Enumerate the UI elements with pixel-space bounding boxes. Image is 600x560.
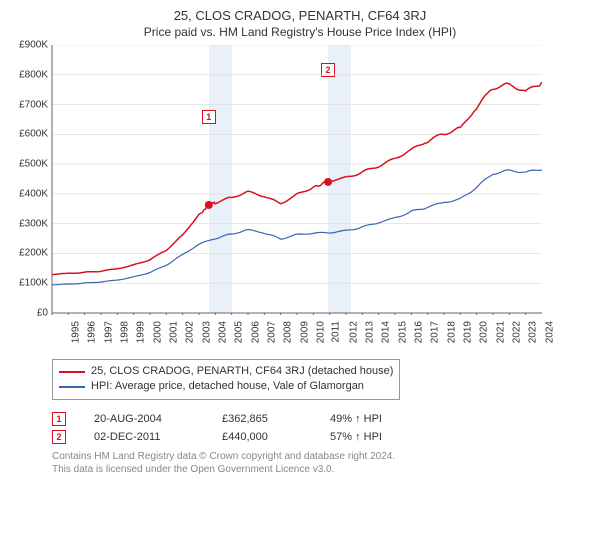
x-tick-label: 2016: [413, 321, 424, 343]
transaction-marker: 2: [52, 430, 66, 444]
transaction-marker: 1: [52, 412, 66, 426]
x-tick-label: 2008: [283, 321, 294, 343]
x-tick-label: 2014: [381, 321, 392, 343]
x-tick-label: 2000: [152, 321, 163, 343]
x-tick-label: 2022: [511, 321, 522, 343]
footer-line-1: Contains HM Land Registry data © Crown c…: [52, 450, 592, 463]
transaction-row: 1 20-AUG-2004 £362,865 49% ↑ HPI: [52, 412, 592, 426]
marker-dot: [205, 201, 213, 209]
transaction-table: 1 20-AUG-2004 £362,865 49% ↑ HPI 2 02-DEC-201…: [52, 412, 592, 444]
x-tick-label: 2024: [544, 321, 555, 343]
transaction-date: 02-DEC-2011: [94, 431, 194, 443]
legend-label: HPI: Average price, detached house, Vale…: [91, 379, 364, 394]
legend-label: 25, CLOS CRADOG, PENARTH, CF64 3RJ (deta…: [91, 364, 393, 379]
x-tick-label: 2005: [234, 321, 245, 343]
footer: Contains HM Land Registry data © Crown c…: [52, 450, 592, 476]
x-tick-label: 2011: [331, 321, 342, 343]
x-tick-label: 2017: [430, 321, 441, 343]
transaction-pct: 49% ↑ HPI: [330, 413, 382, 425]
price-chart: £0£100K£200K£300K£400K£500K£600K£700K£80…: [8, 45, 542, 353]
x-tick-label: 2012: [348, 321, 359, 343]
series-property: [52, 82, 542, 274]
x-tick-label: 1996: [87, 321, 98, 343]
legend-swatch: [59, 386, 85, 388]
x-tick-label: 2003: [201, 321, 212, 343]
legend: 25, CLOS CRADOG, PENARTH, CF64 3RJ (deta…: [52, 359, 400, 400]
x-tick-label: 2007: [266, 321, 277, 343]
transaction-pct: 57% ↑ HPI: [330, 431, 382, 443]
x-tick-label: 2006: [250, 321, 261, 343]
x-tick-label: 2009: [299, 321, 310, 343]
x-tick-label: 2002: [185, 321, 196, 343]
x-tick-label: 2018: [446, 321, 457, 343]
page-title: 25, CLOS CRADOG, PENARTH, CF64 3RJ: [8, 8, 592, 23]
legend-swatch: [59, 371, 85, 373]
x-tick-label: 1999: [136, 321, 147, 343]
x-tick-label: 2023: [528, 321, 539, 343]
transaction-row: 2 02-DEC-2011 £440,000 57% ↑ HPI: [52, 430, 592, 444]
footer-line-2: This data is licensed under the Open Gov…: [52, 463, 592, 476]
x-tick-label: 2015: [397, 321, 408, 343]
x-tick-label: 1997: [103, 321, 114, 343]
legend-row: HPI: Average price, detached house, Vale…: [59, 379, 393, 394]
x-tick-label: 1998: [119, 321, 130, 343]
legend-row: 25, CLOS CRADOG, PENARTH, CF64 3RJ (deta…: [59, 364, 393, 379]
x-tick-label: 2010: [315, 321, 326, 343]
marker-dot: [324, 178, 332, 186]
page-subtitle: Price paid vs. HM Land Registry's House …: [8, 25, 592, 39]
x-tick-label: 1995: [70, 321, 81, 343]
x-tick-label: 2004: [217, 321, 228, 343]
x-tick-label: 2019: [462, 321, 473, 343]
x-tick-label: 2021: [495, 321, 506, 343]
transaction-price: £362,865: [222, 413, 302, 425]
chart-svg: [8, 45, 542, 315]
transaction-price: £440,000: [222, 431, 302, 443]
transaction-date: 20-AUG-2004: [94, 413, 194, 425]
x-tick-label: 2020: [479, 321, 490, 343]
x-tick-label: 2001: [168, 321, 179, 343]
x-tick-label: 2013: [364, 321, 375, 343]
